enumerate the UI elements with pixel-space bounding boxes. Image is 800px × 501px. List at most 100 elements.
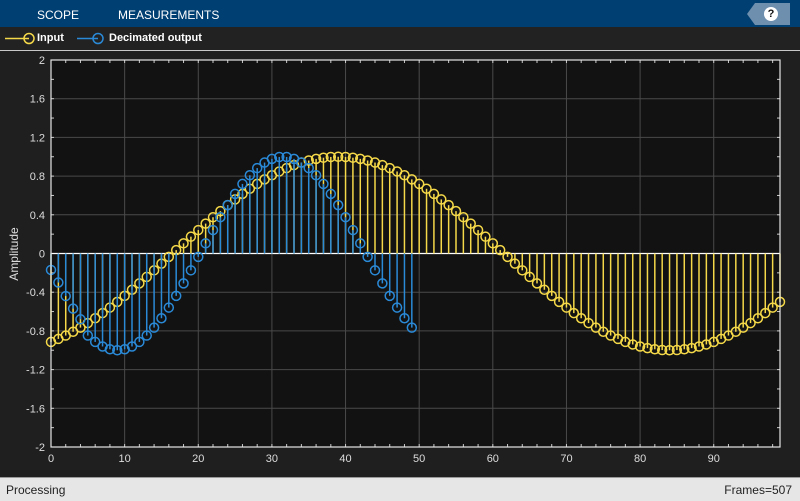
x-tick-label: 0 xyxy=(48,453,54,465)
marker-input xyxy=(509,258,521,269)
marker-input xyxy=(458,211,469,223)
marker-input xyxy=(325,151,337,163)
marker-decimated xyxy=(148,322,160,333)
marker-input xyxy=(539,284,550,296)
marker-input xyxy=(487,238,499,249)
marker-input xyxy=(450,205,462,217)
marker-input xyxy=(347,152,359,163)
marker-input xyxy=(575,312,587,324)
x-tick-label: 10 xyxy=(119,453,131,465)
marker-decimated xyxy=(347,224,359,236)
marker-input xyxy=(517,265,528,276)
legend: Input Decimated output xyxy=(0,27,800,51)
marker-input xyxy=(752,312,764,324)
marker-decimated xyxy=(318,178,329,190)
marker-decimated xyxy=(67,303,79,314)
marker-input xyxy=(303,155,314,166)
marker-decimated xyxy=(229,188,241,200)
marker-decimated xyxy=(141,330,152,341)
marker-decimated xyxy=(134,336,145,348)
y-tick-label: -0.8 xyxy=(26,326,45,338)
marker-decimated xyxy=(303,162,314,174)
y-tick-label: 1.6 xyxy=(30,94,45,106)
marker-input xyxy=(332,151,344,162)
marker-decimated xyxy=(200,238,211,249)
marker-input xyxy=(428,188,440,200)
marker-decimated xyxy=(207,224,219,236)
marker-decimated xyxy=(377,278,388,289)
tab-scope[interactable]: SCOPE xyxy=(37,8,80,22)
marker-decimated xyxy=(355,238,366,249)
tab-measurements[interactable]: MEASUREMENTS xyxy=(118,8,220,22)
marker-input xyxy=(767,302,778,313)
marker-decimated xyxy=(281,151,292,163)
marker-decimated xyxy=(310,169,322,181)
marker-input xyxy=(207,211,219,223)
y-tick-label: -1.2 xyxy=(26,365,45,377)
marker-decimated xyxy=(178,278,189,289)
legend-item-decimated-output[interactable]: Decimated output xyxy=(109,32,202,44)
marker-decimated xyxy=(391,302,403,313)
y-tick-label: -1.6 xyxy=(26,403,45,415)
marker-decimated xyxy=(244,169,256,181)
marker-decimated xyxy=(325,188,337,200)
status-bar: Processing Frames=507 xyxy=(0,477,800,501)
marker-decimated xyxy=(163,302,175,313)
marker-input xyxy=(701,339,712,350)
plot-area[interactable]: 0 10 20 30 40 50 60 70 80 90 -2 -1.6 -1.2 -0.8 -0.4 0 0.… xyxy=(0,0,800,477)
x-tick-label: 70 xyxy=(560,453,572,465)
marker-input xyxy=(627,339,638,350)
marker-input xyxy=(546,290,557,302)
marker-input xyxy=(620,336,631,348)
marker-decimated xyxy=(332,199,344,211)
marker-decimated xyxy=(185,265,197,276)
marker-input xyxy=(413,178,425,190)
marker-decimated xyxy=(296,157,307,168)
marker-decimated xyxy=(170,290,182,302)
marker-decimated xyxy=(384,290,395,302)
marker-decimated xyxy=(215,211,226,223)
marker-input xyxy=(318,152,329,163)
marker-input xyxy=(634,341,646,352)
marker-input xyxy=(421,183,432,195)
legend-markers xyxy=(5,32,104,45)
help-button[interactable]: ? xyxy=(747,3,790,25)
x-tick-label: 50 xyxy=(413,453,425,465)
marker-input xyxy=(436,194,447,205)
marker-input xyxy=(686,342,697,354)
marker-decimated xyxy=(126,341,138,352)
marker-input xyxy=(310,153,322,165)
marker-decimated xyxy=(369,265,381,276)
marker-decimated xyxy=(75,314,86,325)
marker-decimated xyxy=(156,312,167,324)
frames-count: Frames=507 xyxy=(724,483,792,497)
y-tick-label: 0.4 xyxy=(30,210,45,222)
marker-input xyxy=(531,278,543,289)
marker-input xyxy=(656,344,668,356)
marker-input xyxy=(200,218,211,229)
x-tick-label: 90 xyxy=(708,453,720,465)
marker-input xyxy=(642,342,653,354)
y-tick-label: -0.4 xyxy=(26,287,45,299)
marker-decimated xyxy=(104,344,116,355)
marker-input xyxy=(760,307,771,319)
marker-input xyxy=(472,224,484,236)
marker-input xyxy=(443,199,454,211)
marker-input xyxy=(494,244,506,256)
x-tick-label: 30 xyxy=(266,453,278,465)
marker-input xyxy=(406,174,418,185)
help-icon: ? xyxy=(764,7,778,21)
marker-decimated xyxy=(89,336,101,348)
marker-decimated xyxy=(406,322,418,333)
y-tick-label: 0 xyxy=(39,249,45,261)
legend-marker-input xyxy=(23,32,35,45)
marker-input xyxy=(340,151,351,163)
marker-input xyxy=(502,251,513,263)
marker-decimated xyxy=(251,162,263,174)
marker-decimated xyxy=(274,151,285,163)
marker-input xyxy=(583,317,594,329)
legend-item-input[interactable]: Input xyxy=(37,32,64,44)
axes-border xyxy=(50,59,781,448)
y-axis-label: Amplitude xyxy=(7,227,21,281)
marker-input xyxy=(178,238,189,249)
